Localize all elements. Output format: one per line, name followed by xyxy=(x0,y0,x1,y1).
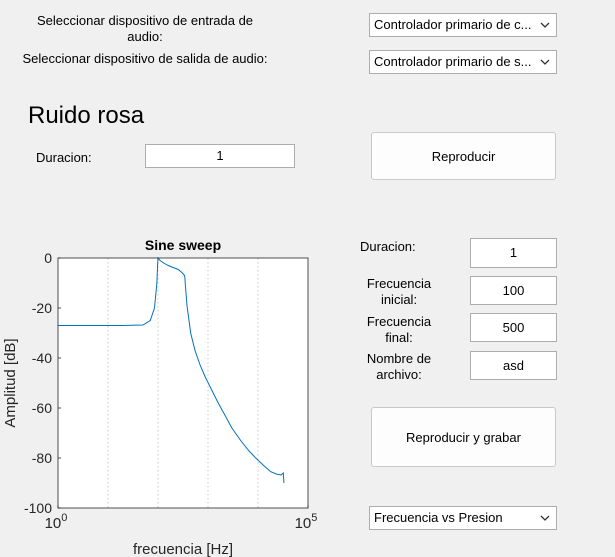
output-device-label: Seleccionar dispositivo de salida de aud… xyxy=(22,51,268,66)
output-device-dropdown[interactable]: Controlador primario de s... xyxy=(369,50,557,74)
pink-noise-title: Ruido rosa xyxy=(28,102,145,129)
play-and-record-button[interactable]: Reproducir y grabar xyxy=(371,407,556,467)
chart-title: Sine sweep xyxy=(145,237,221,253)
input-device-dropdown[interactable]: Controlador primario de c... xyxy=(369,13,557,37)
start-frequency-label: Frecuencia inicial: xyxy=(366,276,432,307)
y-axis-label: Amplitud [dB] xyxy=(2,338,19,427)
input-device-value: Controlador primario de c... xyxy=(374,17,532,32)
y-tick-label: -100 xyxy=(24,500,52,516)
end-frequency-label: Frecuencia final: xyxy=(366,314,432,345)
y-tick-label: -80 xyxy=(32,450,52,466)
end-frequency-field[interactable]: 500 xyxy=(470,313,557,342)
y-tick-label: -60 xyxy=(32,400,52,416)
plot-frame xyxy=(57,257,309,509)
plot-mode-value: Frecuencia vs Presion xyxy=(374,510,503,525)
plot-area xyxy=(58,258,308,508)
plot-mode-dropdown[interactable]: Frecuencia vs Presion xyxy=(369,506,557,530)
input-device-label: Seleccionar dispositivo de entrada de au… xyxy=(36,13,254,44)
x-axis-label: frecuencia [Hz] xyxy=(133,541,233,557)
sine-sweep-chart: 0 -20 -40 -60 -80 -100 100 105 Sine sweep frec… xyxy=(2,237,318,557)
sweep-duration-field[interactable]: 1 xyxy=(470,238,557,268)
y-tick-label: 0 xyxy=(44,250,52,266)
chevron-down-icon xyxy=(540,22,550,28)
y-tick-label: -40 xyxy=(32,350,52,366)
sweep-series-line xyxy=(58,256,285,484)
x-tick-label: 105 xyxy=(295,512,318,532)
y-tick-label: -20 xyxy=(32,300,52,316)
sweep-duration-label: Duracion: xyxy=(360,239,416,254)
start-frequency-field[interactable]: 100 xyxy=(470,276,557,305)
output-device-value: Controlador primario de s... xyxy=(374,54,532,69)
pink-noise-duration-field[interactable]: 1 xyxy=(145,144,295,168)
chevron-down-icon xyxy=(540,59,550,65)
x-tick-label: 100 xyxy=(45,512,68,532)
filename-label: Nombre de archivo: xyxy=(366,351,432,382)
pink-noise-duration-label: Duracion: xyxy=(36,150,92,165)
filename-field[interactable]: asd xyxy=(470,351,557,380)
play-button[interactable]: Reproducir xyxy=(371,132,556,180)
chevron-down-icon xyxy=(540,515,550,521)
